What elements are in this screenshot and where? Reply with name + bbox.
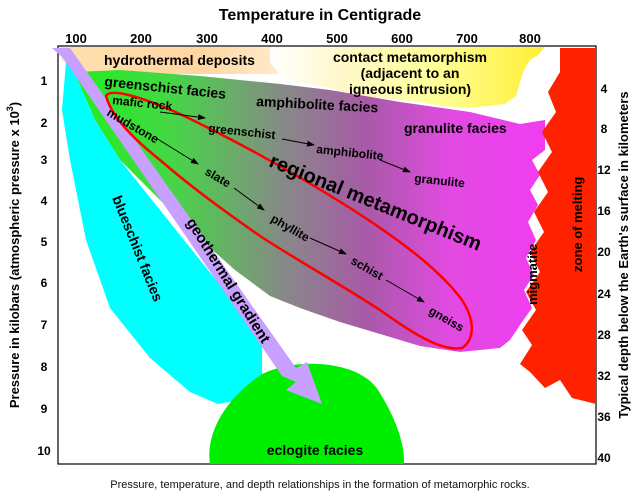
left-tick-label: 3: [41, 153, 48, 167]
mudstone-arrow-4: [385, 279, 425, 303]
left-tick-label: 4: [41, 194, 48, 208]
left-axis-label: Pressure in kilobars (atmospheric pressu…: [5, 102, 22, 408]
right-tick-label: 12: [597, 163, 611, 177]
right-tick-label: 4: [601, 82, 608, 96]
right-axis-ticks: 4 8 12 16 20 24 28 32 36 40: [597, 82, 611, 465]
rock-label-granulite: granulite: [414, 171, 466, 190]
eclogite-region: [209, 363, 405, 464]
mafic-arrow-2: [281, 138, 315, 147]
right-tick-label: 16: [597, 204, 611, 218]
left-tick-label: 5: [41, 235, 48, 249]
left-tick-label: 8: [41, 360, 48, 374]
contact-label-1: contact metamorphism: [333, 49, 487, 65]
geothermal-gradient-arrow: [52, 48, 322, 404]
contact-label-2: (adjacent to an: [361, 65, 460, 81]
left-tick-label: 1: [41, 74, 48, 88]
top-tick-label: 400: [261, 31, 283, 46]
mafic-arrow-1: [159, 111, 206, 121]
regional-outline: [104, 91, 473, 350]
top-tick-label: 600: [391, 31, 413, 46]
mudstone-arrow-1: [155, 137, 199, 165]
hydrothermal-region: [60, 47, 296, 74]
left-tick-label: 2: [41, 116, 48, 130]
migmatite-label: migmatite: [525, 244, 540, 305]
right-tick-label: 24: [597, 287, 611, 301]
chart-title: Temperature in Centigrade: [219, 7, 422, 24]
right-tick-label: 40: [597, 451, 611, 465]
top-tick-label: 200: [130, 31, 152, 46]
right-tick-label: 20: [597, 245, 611, 259]
mudstone-arrow-3: [309, 237, 347, 255]
left-axis-label-close: ): [7, 102, 22, 106]
left-tick-label: 6: [41, 276, 48, 290]
figure-caption: Pressure, temperature, and depth relatio…: [110, 479, 530, 491]
top-tick-label: 800: [519, 31, 541, 46]
hydrothermal-label: hydrothermal deposits: [104, 52, 255, 68]
left-axis-ticks: 1 2 3 4 5 6 7 8 9 10: [37, 74, 51, 458]
top-tick-label: 300: [196, 31, 218, 46]
left-axis-label-main: Pressure in kilobars (atmospheric pressu…: [7, 111, 22, 408]
contact-label-3: igneous intrusion): [349, 81, 471, 97]
right-tick-label: 32: [597, 369, 611, 383]
left-tick-label: 10: [37, 444, 51, 458]
right-tick-label: 28: [597, 328, 611, 342]
right-axis-label: Typical depth below the Earth's surface …: [616, 91, 631, 418]
top-tick-label: 500: [326, 31, 348, 46]
left-tick-label: 9: [41, 402, 48, 416]
left-tick-label: 7: [41, 318, 48, 332]
right-tick-label: 8: [601, 122, 608, 136]
melting-region: [520, 48, 596, 404]
eclogite-facies-label: eclogite facies: [267, 442, 364, 458]
top-axis-ticks: 100 200 300 400 500 600 700 800: [65, 31, 541, 46]
granulite-facies-label: granulite facies: [404, 120, 507, 136]
left-axis-label-sup: 3: [5, 106, 15, 111]
right-tick-label: 36: [597, 410, 611, 424]
contact-metamorphism-region: [270, 47, 545, 108]
blueschist-region: [62, 62, 262, 404]
top-tick-label: 700: [456, 31, 478, 46]
zone-of-melting-label: zone of melting: [570, 177, 585, 272]
mudstone-arrow-2: [233, 187, 265, 211]
amphibolite-facies-label: amphibolite facies: [256, 93, 379, 115]
top-tick-label: 100: [65, 31, 87, 46]
mafic-arrow-3: [379, 159, 411, 173]
rock-label-mafic-rock: mafic rock: [112, 93, 173, 113]
facies-region: [74, 70, 545, 352]
